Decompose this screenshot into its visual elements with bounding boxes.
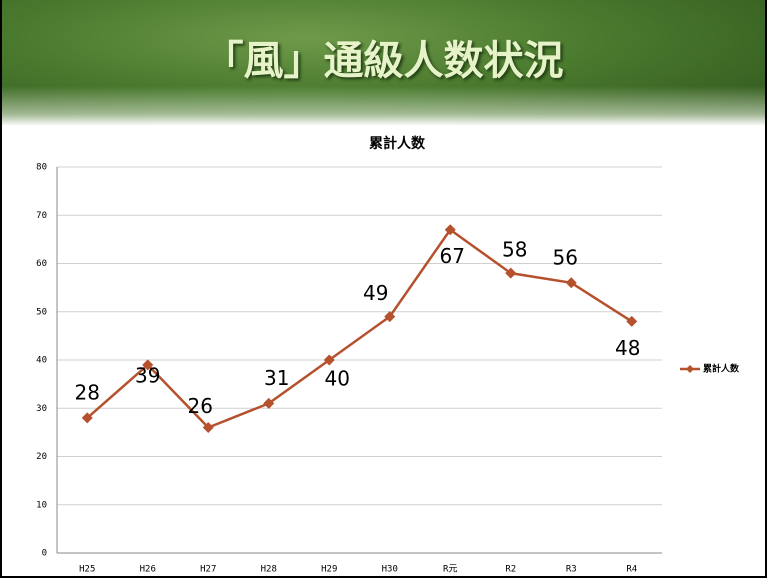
chart-title: 累計人数 [369,135,426,152]
x-tick-label: R3 [566,565,577,575]
x-tick-label: H28 [261,565,277,575]
data-label: 56 [553,245,578,269]
chart: 累計人数 0 10 20 30 40 50 60 70 80 H25 H26 H27 H28 H29 H30… [0,0,767,580]
x-tick-label: H27 [200,565,216,575]
y-tick-label: 20 [36,452,47,462]
data-label: 67 [440,244,465,268]
x-tick-label: H26 [140,565,156,575]
y-tick-label: 40 [36,356,47,366]
legend-label: 累計人数 [703,363,740,375]
y-tick-label: 80 [36,163,47,173]
data-label: 39 [135,363,160,387]
series-line [87,230,632,428]
y-tick-label: 70 [36,211,47,221]
data-label: 49 [363,281,388,305]
data-label: 31 [264,366,289,390]
x-tick-label: R4 [626,565,637,575]
x-tick-label: H29 [321,565,337,575]
x-tick-label: R元 [443,565,457,575]
x-tick-label: H25 [79,565,95,575]
slide: 「風」通級人数状況 累計人数 0 10 20 30 40 50 60 70 80 H25 H26 H2… [0,0,767,580]
data-label: 58 [502,238,527,262]
y-tick-label: 30 [36,404,47,414]
y-tick-label: 60 [36,259,47,269]
slide-title: 「風」通級人数状況 [0,28,767,86]
data-label: 26 [188,394,213,418]
x-tick-label: R2 [505,565,516,575]
y-tick-label: 10 [36,500,47,510]
y-tick-label: 0 [42,549,47,559]
data-label: 40 [325,367,350,391]
legend-marker [686,365,694,373]
x-tick-label: H30 [382,565,398,575]
data-label: 48 [615,336,640,360]
data-label: 28 [75,380,100,404]
y-tick-label: 50 [36,307,47,317]
